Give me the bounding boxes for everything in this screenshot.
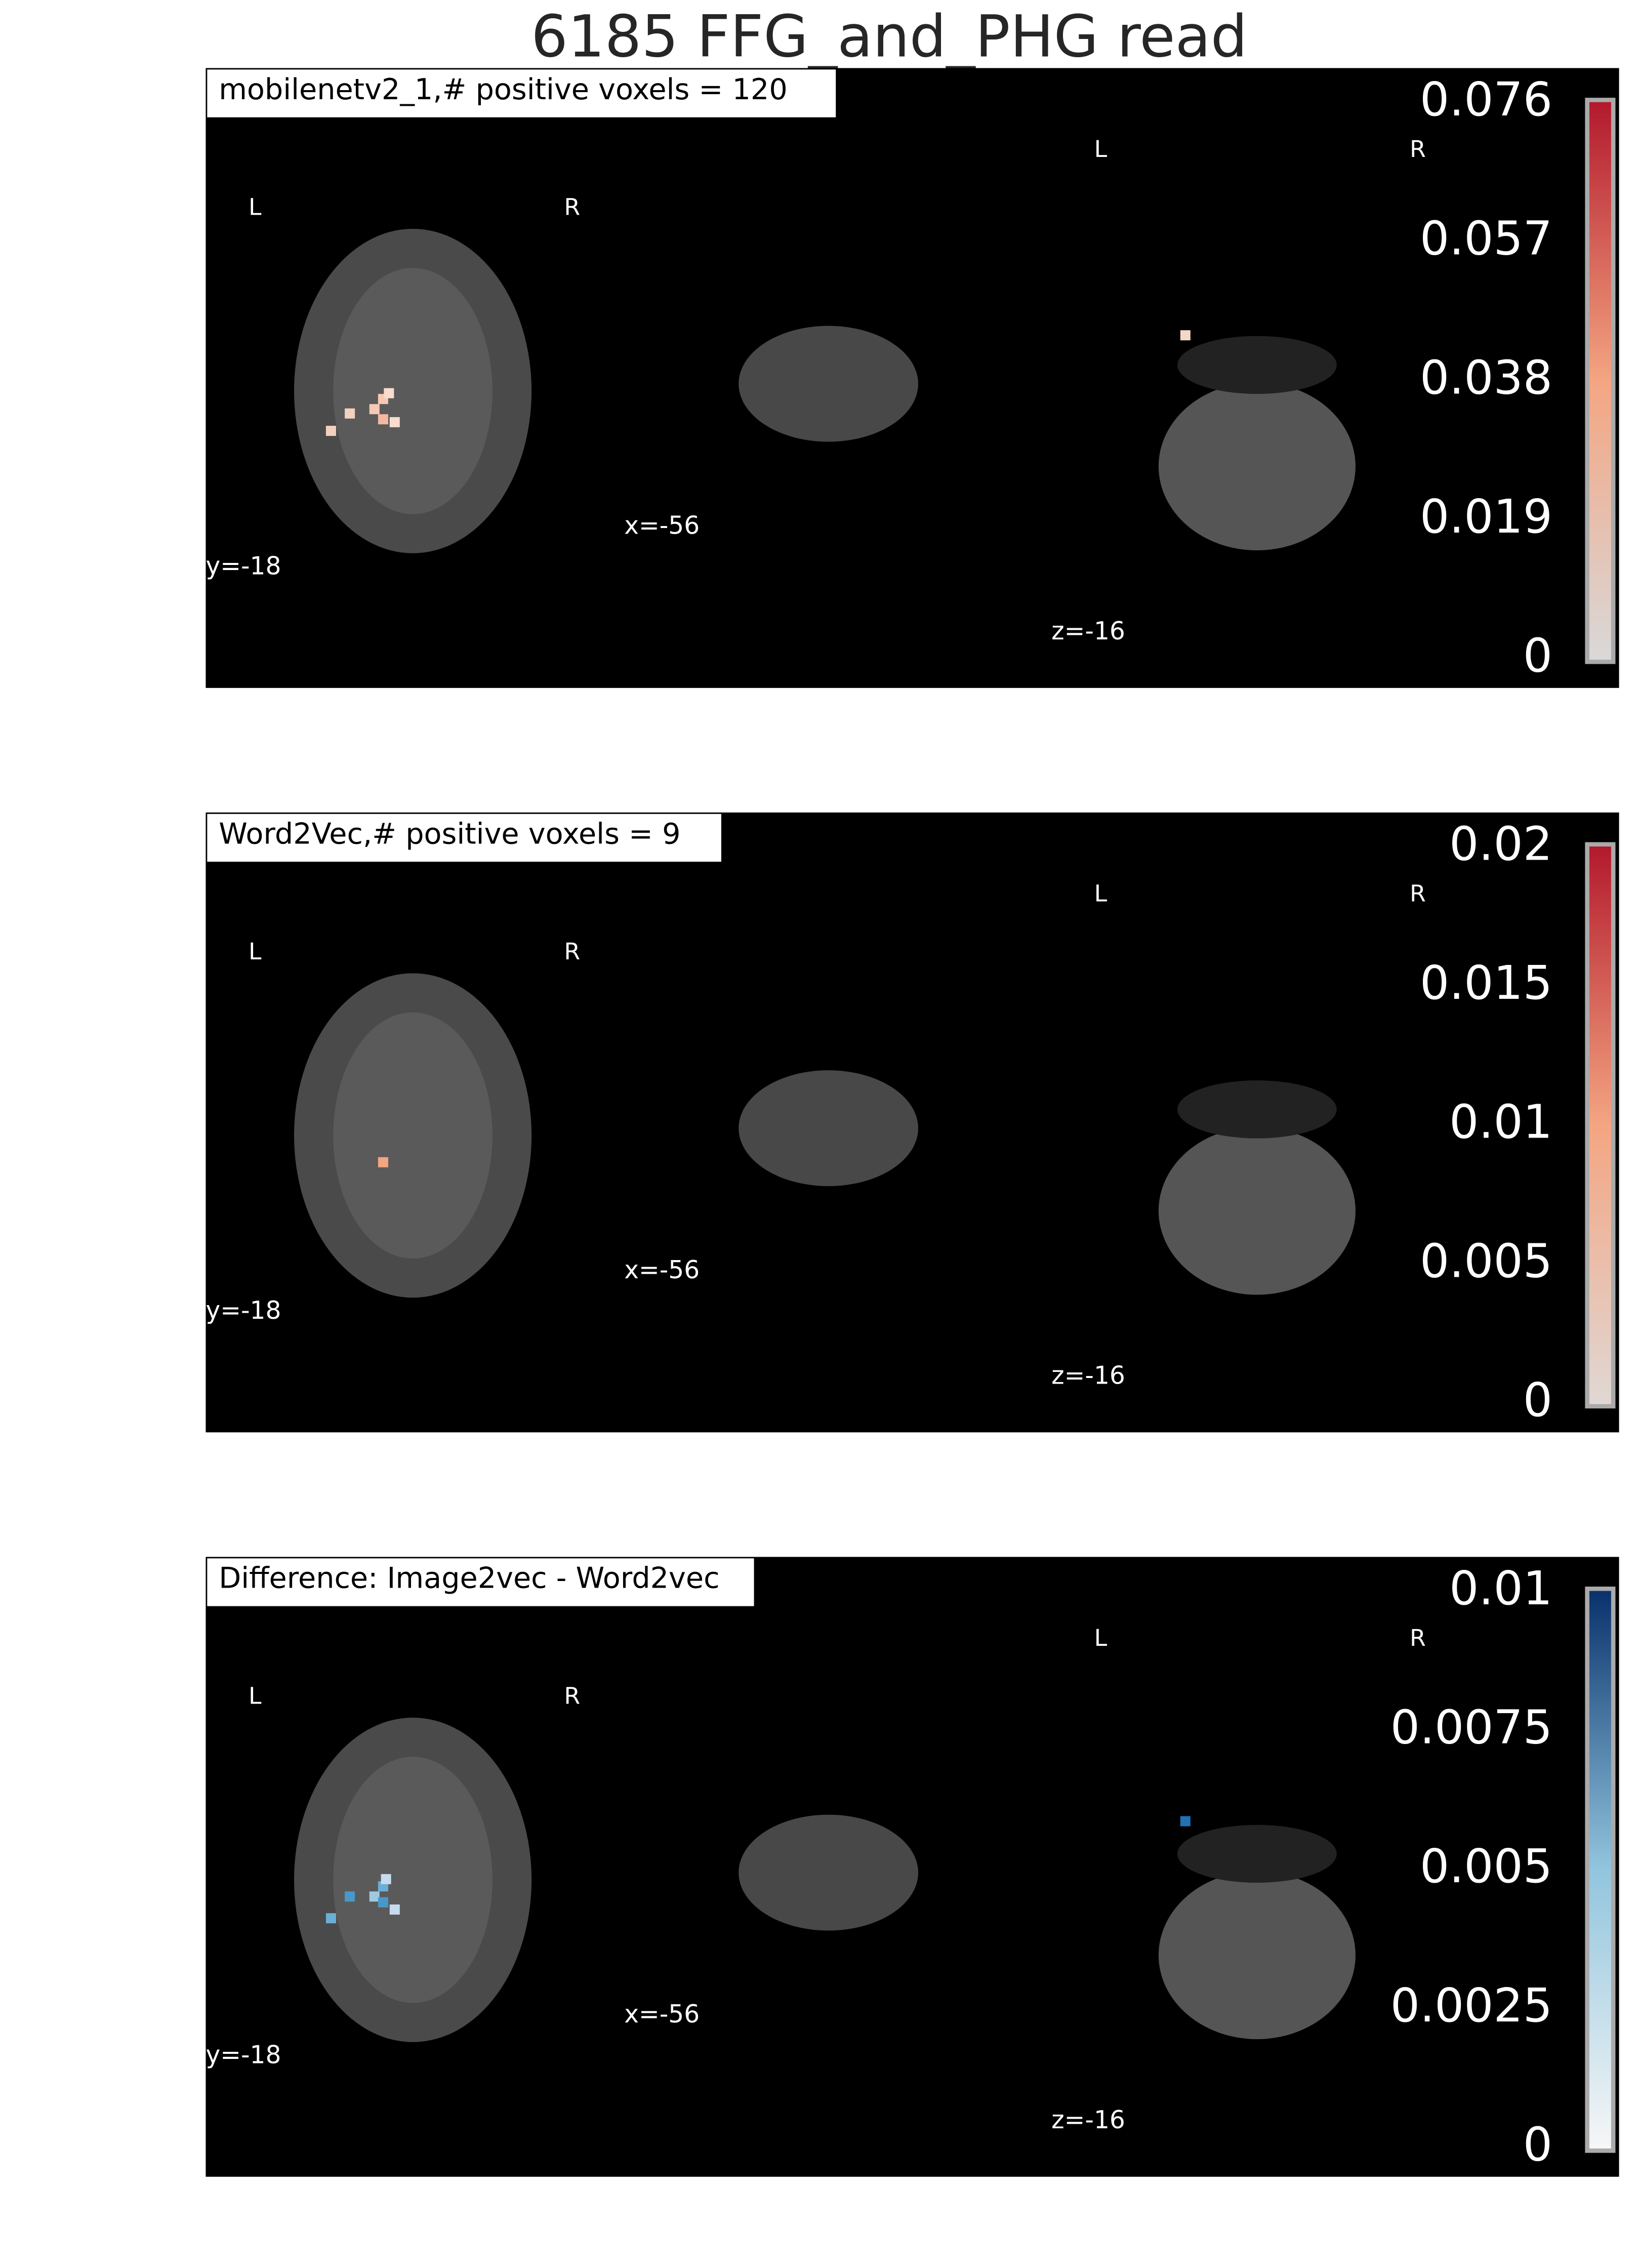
coronal-slice xyxy=(1158,1126,1356,1295)
colorbar-tick-label: 0.015 xyxy=(1420,956,1552,1010)
coordinate-label: z=-16 xyxy=(1051,617,1125,645)
colorbar-tick-label: 0.01 xyxy=(1449,1561,1552,1615)
colorbar xyxy=(1585,1586,1616,2153)
coordinate-label: z=-16 xyxy=(1051,1362,1125,1390)
coordinate-label: x=-56 xyxy=(624,2000,700,2029)
colorbar-tick-label: 0.005 xyxy=(1420,1234,1552,1288)
panel-title-box xyxy=(207,1558,754,1606)
orientation-label: L xyxy=(1094,1625,1108,1651)
voxel xyxy=(369,404,380,415)
orientation-label: R xyxy=(1410,136,1426,163)
coronal-slice-top xyxy=(1177,1825,1337,1883)
orientation-label: L xyxy=(249,1682,262,1709)
orientation-label: L xyxy=(1094,136,1108,163)
voxel xyxy=(378,1157,388,1167)
orientation-label: L xyxy=(1094,880,1108,907)
voxel xyxy=(1180,1816,1191,1827)
colorbar-tick-label: 0.038 xyxy=(1420,350,1552,404)
coordinate-label: x=-56 xyxy=(624,1256,700,1284)
colorbar-tick-label: 0.019 xyxy=(1420,490,1552,544)
panel-title-box xyxy=(207,69,836,117)
voxel xyxy=(378,1897,388,1908)
coronal-slice-top xyxy=(1177,336,1337,394)
orientation-label: R xyxy=(564,1682,580,1709)
orientation-label: R xyxy=(1410,880,1426,907)
sagittal-slice xyxy=(739,1814,918,1931)
colorbar-tick-label: 0.0025 xyxy=(1390,1978,1552,2033)
voxel xyxy=(345,408,355,419)
orientation-label: R xyxy=(564,193,580,220)
panel: Difference: Image2vec - Word2vec L R L Ry=-1… xyxy=(206,1557,1619,2177)
colorbar-tick-label: 0.02 xyxy=(1449,817,1552,871)
coordinate-label: z=-16 xyxy=(1051,2106,1125,2134)
coordinate-label: y=-18 xyxy=(206,2041,281,2069)
coordinate-label: x=-56 xyxy=(624,511,700,540)
panel: mobilenetv2_1,# positive voxels = 120 L R L… xyxy=(206,68,1619,688)
voxel xyxy=(389,417,400,427)
voxel xyxy=(325,1913,336,1924)
panel: Word2Vec,# positive voxels = 9 L R L Ry=-18 x… xyxy=(206,812,1619,1433)
voxel xyxy=(381,1874,391,1884)
voxel xyxy=(384,388,394,398)
voxel xyxy=(369,1891,380,1902)
colorbar xyxy=(1585,842,1616,1409)
axial-slice-inner xyxy=(333,1757,493,2003)
orientation-label: R xyxy=(564,938,580,965)
voxel xyxy=(378,414,388,425)
colorbar-tick-label: 0.005 xyxy=(1420,1839,1552,1893)
orientation-label: L xyxy=(249,193,262,220)
colorbar-tick-label: 0.057 xyxy=(1420,212,1552,266)
sagittal-slice xyxy=(739,326,918,442)
colorbar-tick-label: 0 xyxy=(1523,1373,1552,1427)
orientation-label: L xyxy=(249,938,262,965)
voxel xyxy=(389,1904,400,1915)
coordinate-label: y=-18 xyxy=(206,552,281,580)
coronal-slice-top xyxy=(1177,1080,1337,1139)
coordinate-label: y=-18 xyxy=(206,1297,281,1325)
colorbar-tick-label: 0.0075 xyxy=(1390,1700,1552,1755)
voxel xyxy=(1180,330,1191,341)
voxel xyxy=(345,1891,355,1902)
panel-title: Difference: Image2vec - Word2vec xyxy=(219,1562,719,1595)
voxel xyxy=(325,426,336,436)
figure-title: 6185 FFG_and_PHG read xyxy=(531,3,1247,70)
colorbar xyxy=(1585,98,1616,664)
orientation-label: R xyxy=(1410,1625,1426,1651)
panel-title: Word2Vec,# positive voxels = 9 xyxy=(219,817,680,850)
sagittal-slice xyxy=(739,1070,918,1186)
colorbar-tick-label: 0 xyxy=(1523,2117,1552,2171)
colorbar-tick-label: 0 xyxy=(1523,629,1552,683)
axial-slice-inner xyxy=(333,1012,493,1259)
colorbar-tick-label: 0.01 xyxy=(1449,1095,1552,1149)
colorbar-tick-label: 0.076 xyxy=(1420,72,1552,127)
panel-title-box xyxy=(207,814,721,862)
axial-slice-inner xyxy=(333,268,493,514)
panel-title: mobilenetv2_1,# positive voxels = 120 xyxy=(219,73,788,106)
coronal-slice xyxy=(1158,1871,1356,2039)
coronal-slice xyxy=(1158,382,1356,551)
